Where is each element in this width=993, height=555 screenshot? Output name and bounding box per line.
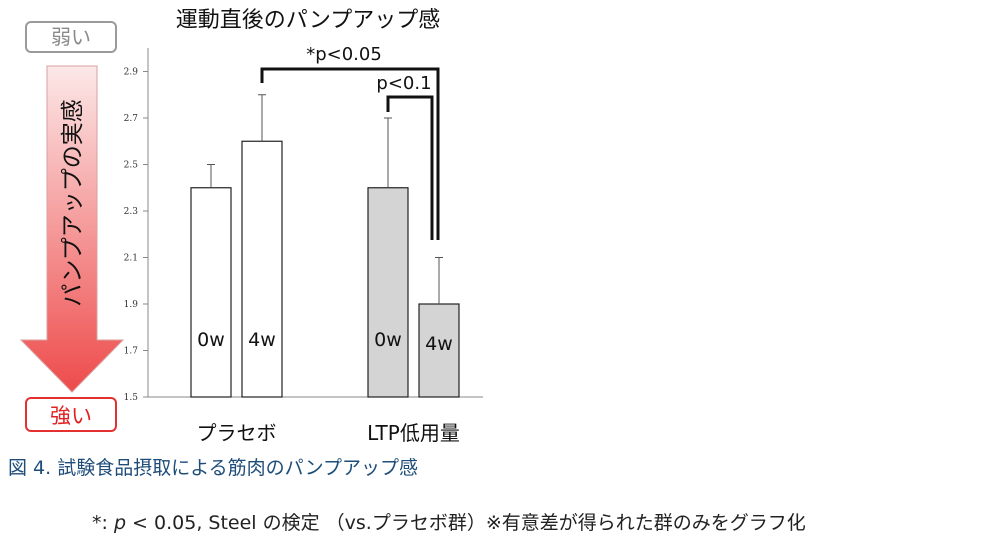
figure-caption: 図 4. 試験食品摂取による筋肉のパンプアップ感 [8, 457, 419, 479]
group-label-2: LTP低用量 [367, 421, 460, 445]
bar-label-1: 0w [197, 329, 225, 351]
y-tick-label: 1.7 [124, 347, 139, 357]
intensity-arrow [19, 65, 125, 393]
weak-label: 弱い [51, 25, 91, 49]
y-tick-label: 2.7 [124, 114, 139, 124]
y-tick-label: 2.9 [124, 68, 139, 78]
weak-label-box [25, 21, 117, 53]
annotation-p01: p<0.1 [376, 73, 431, 94]
bar-2 [241, 140, 283, 398]
y-tick-label: 1.9 [124, 300, 139, 310]
footnote-text: < 0.05, Steel の検定 （vs.プラセボ群）※有意差が得られた群のみ… [126, 512, 806, 534]
footnote: *: p < 0.05, Steel の検定 （vs.プラセボ群）※有意差が得ら… [92, 508, 806, 535]
bar-label-2: 4w [248, 329, 276, 351]
bracket-p01 [386, 95, 434, 240]
y-tick-label: 2.5 [124, 161, 139, 171]
chart: 弱い パンプアップの実感 強い 運動直後のパンプアップ感 1.5 1.7 1.9 2.… [19, 8, 483, 445]
group-label-1: プラセボ [197, 421, 277, 445]
y-tick-label: 2.3 [124, 207, 139, 217]
bracket-p005 [260, 67, 440, 240]
strong-label: 強い [50, 404, 92, 428]
bar-label-3: 0w [374, 329, 402, 351]
bar-4 [418, 303, 460, 398]
bar-3 [367, 187, 409, 398]
arrow-label: パンプアップの実感 [60, 99, 86, 306]
footnote-prefix: *: [92, 512, 114, 534]
bar-label-4: 4w [425, 333, 453, 355]
strong-label-box [25, 397, 117, 432]
footnote-p-symbol: p [113, 512, 127, 534]
bar-1 [190, 187, 232, 398]
y-tick-label: 1.5 [124, 393, 139, 403]
chart-title: 運動直後のパンプアップ感 [176, 8, 440, 33]
y-tick-label: 2.1 [124, 254, 138, 264]
annotation-p005: *p<0.05 [306, 44, 382, 65]
